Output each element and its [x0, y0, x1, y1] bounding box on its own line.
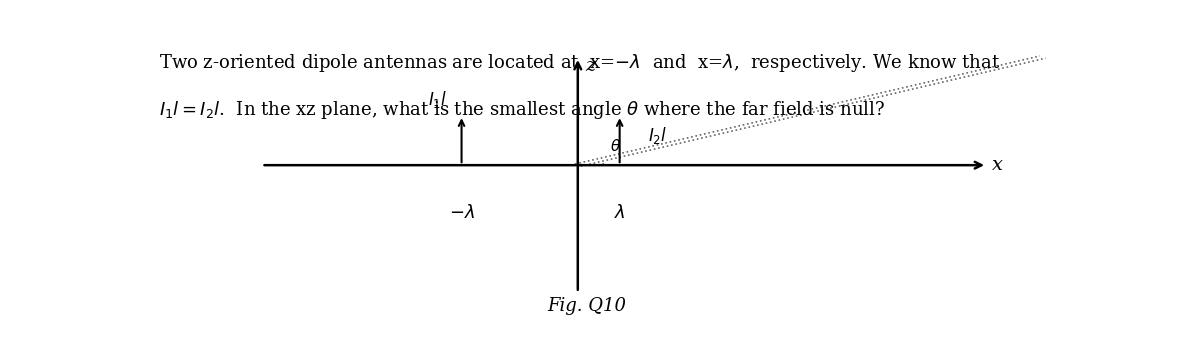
- Text: x: x: [991, 156, 1003, 174]
- Text: $\lambda$: $\lambda$: [614, 204, 625, 222]
- Text: $\theta$: $\theta$: [611, 138, 622, 154]
- Text: z: z: [586, 57, 595, 75]
- Text: Fig. Q10: Fig. Q10: [547, 297, 626, 315]
- Text: $I_1l$: $I_1l$: [428, 89, 448, 110]
- Text: $-\lambda$: $-\lambda$: [449, 204, 474, 222]
- Text: $I_2l$: $I_2l$: [648, 125, 667, 146]
- Text: Two z-oriented dipole antennas are located at  x=$-\lambda$  and  x=$\lambda$,  : Two z-oriented dipole antennas are locat…: [160, 51, 1001, 73]
- Text: $I_1l = I_2l$.  In the xz plane, what is the smallest angle $\theta$ where the f: $I_1l = I_2l$. In the xz plane, what is …: [160, 99, 886, 121]
